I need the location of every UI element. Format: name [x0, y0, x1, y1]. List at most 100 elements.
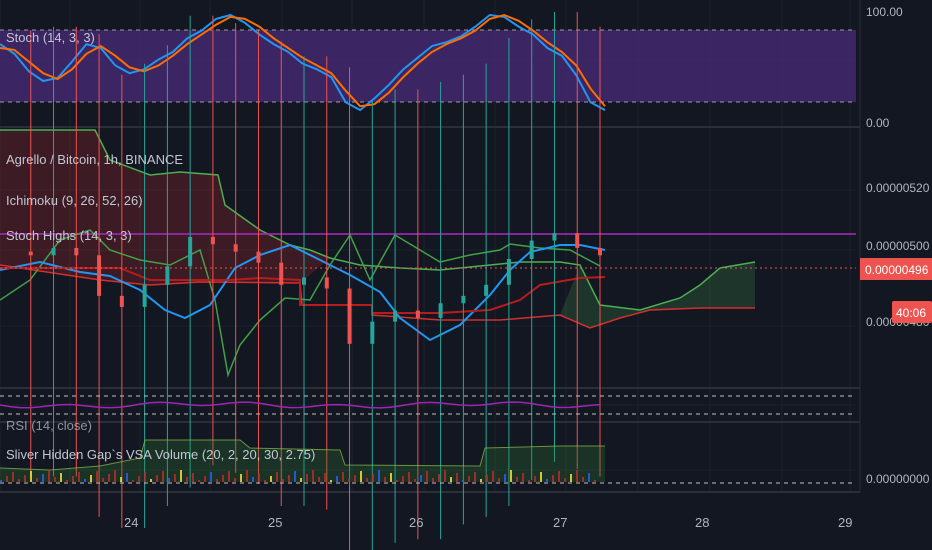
- volume-bar: [576, 470, 578, 482]
- volume-bar: [198, 480, 200, 482]
- volume-bar: [168, 478, 170, 482]
- tenkan-sen: [0, 243, 606, 342]
- volume-bar: [204, 476, 206, 482]
- candle-body: [51, 247, 56, 256]
- volume-bar: [348, 479, 350, 482]
- ichimoku-cloud: [0, 129, 756, 329]
- volume-bar: [480, 479, 482, 482]
- last-price-badge: [860, 258, 932, 280]
- volume-bar: [564, 478, 566, 482]
- volume-bar: [174, 474, 176, 482]
- volume-bar: [48, 470, 50, 482]
- volume-bar: [132, 480, 134, 482]
- volume-bar: [240, 474, 242, 482]
- volume-bar: [552, 475, 554, 482]
- candle-body: [598, 247, 602, 256]
- volume-bar: [282, 479, 284, 482]
- volume-bar: [546, 479, 548, 482]
- time-axis-label: 24: [124, 515, 138, 530]
- volume-bar: [450, 477, 452, 482]
- candle-body: [552, 233, 557, 241]
- volume-bar: [72, 476, 74, 482]
- volume-bar: [150, 479, 152, 482]
- candle-body: [415, 310, 420, 318]
- volume-bar: [390, 473, 392, 482]
- candle-body: [28, 251, 33, 256]
- volume-bar: [486, 475, 488, 482]
- candle-body: [347, 288, 352, 344]
- volume-bar: [324, 473, 326, 482]
- candle-body: [438, 303, 443, 318]
- volume-bar: [234, 478, 236, 482]
- senkou-span-a: [0, 129, 756, 311]
- time-axis-label: 25: [268, 515, 282, 530]
- time-axis-label: 27: [553, 515, 567, 530]
- stoch-line-d: [0, 13, 606, 108]
- volume-bar: [120, 477, 122, 482]
- volume-bar: [78, 472, 80, 482]
- volume-bar: [432, 478, 434, 482]
- volume-bar: [408, 472, 410, 482]
- volume-bar: [288, 475, 290, 482]
- volume-bar: [438, 474, 440, 482]
- volume-bar: [540, 472, 542, 482]
- volume-bar: [444, 470, 446, 482]
- stoch-label: Stoch (14, 3, 3): [6, 30, 95, 45]
- candle-body: [279, 262, 284, 285]
- time-axis-label: 26: [409, 515, 423, 530]
- volume-bar: [588, 473, 590, 482]
- volume-bar: [144, 472, 146, 482]
- volume-bar: [270, 476, 272, 482]
- candle-body: [188, 236, 193, 267]
- volume-bar: [468, 476, 470, 482]
- symbol-label: Agrello / Bitcoin, 1h, BINANCE: [6, 152, 183, 167]
- time-axis-label: 28: [695, 515, 709, 530]
- ichimoku-label: Ichimoku (9, 26, 52, 26): [6, 193, 143, 208]
- rsi-label: RSI (14, close): [6, 418, 92, 433]
- volume-bar: [228, 471, 230, 482]
- volume-bar: [60, 473, 62, 482]
- stoch-axis-0: 0.00: [866, 116, 890, 130]
- volume-bar: [504, 474, 506, 482]
- volume-bar: [246, 470, 248, 482]
- volume-bar: [426, 471, 428, 482]
- volume-bar: [126, 473, 128, 482]
- volume-bar: [210, 472, 212, 482]
- volume-bar: [582, 477, 584, 482]
- volume-bar: [42, 474, 44, 482]
- candle-body: [529, 240, 534, 259]
- candle-body: [324, 277, 329, 289]
- candlesticks: [28, 12, 602, 550]
- volume-bar: [372, 474, 374, 482]
- stoch-line-k: [0, 13, 606, 112]
- cloud-bullish: [560, 262, 755, 328]
- volume-bar: [264, 480, 266, 482]
- candle-body: [302, 277, 306, 285]
- volume-bar: [366, 478, 368, 482]
- stoch-axis-100: 100.00: [866, 5, 903, 19]
- volume-bar: [510, 470, 512, 482]
- volume-envelope-line: [0, 439, 605, 471]
- volume-bar: [384, 477, 386, 482]
- volume-bar: [216, 479, 218, 482]
- volume-bar: [18, 479, 20, 482]
- volume-bar: [108, 474, 110, 482]
- volume-bar: [192, 473, 194, 482]
- price-axis-label: 0.00000500: [866, 239, 930, 253]
- vsa-volume: [0, 439, 605, 482]
- volume-bar: [420, 475, 422, 482]
- volume-bar: [336, 476, 338, 482]
- volume-bar: [462, 480, 464, 482]
- volume-label: Sliver Hidden Gap`s VSA Volume (20, 2, 2…: [6, 447, 315, 462]
- volume-bar: [498, 478, 500, 482]
- volume-bar: [12, 472, 14, 482]
- rsi-line: [0, 401, 601, 409]
- volume-bar: [84, 479, 86, 482]
- volume-bar: [54, 477, 56, 482]
- cloud-bearish: [0, 130, 330, 285]
- volume-bar: [492, 471, 494, 482]
- countdown-badge: [892, 301, 932, 323]
- volume-bar: [456, 473, 458, 482]
